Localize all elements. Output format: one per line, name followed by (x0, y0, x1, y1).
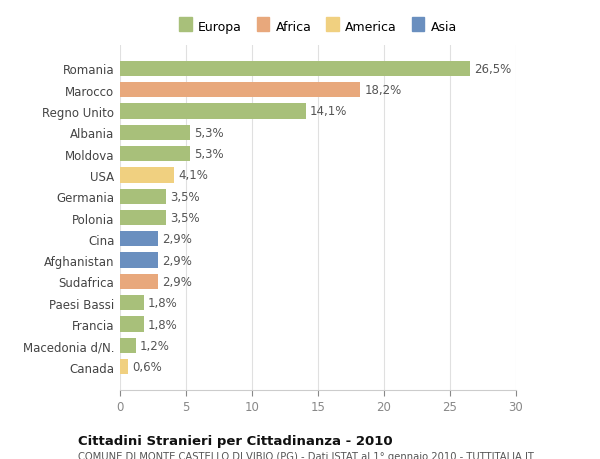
Legend: Europa, Africa, America, Asia: Europa, Africa, America, Asia (179, 21, 457, 34)
Bar (120, 83, 360, 98)
Text: Cittadini Stranieri per Cittadinanza - 2010: Cittadini Stranieri per Cittadinanza - 2… (78, 434, 392, 447)
Text: 18,2%: 18,2% (364, 84, 401, 97)
Text: 2,9%: 2,9% (162, 275, 192, 288)
Text: COMUNE DI MONTE CASTELLO DI VIBIO (PG) - Dati ISTAT al 1° gennaio 2010 - TUTTITA: COMUNE DI MONTE CASTELLO DI VIBIO (PG) -… (78, 451, 534, 459)
Bar (120, 125, 190, 140)
Text: 1,2%: 1,2% (140, 339, 170, 352)
Text: 3,5%: 3,5% (170, 212, 200, 224)
Bar (120, 146, 190, 162)
Text: 2,9%: 2,9% (162, 254, 192, 267)
Bar (120, 62, 470, 77)
Text: 1,8%: 1,8% (148, 297, 178, 309)
Text: 2,9%: 2,9% (162, 233, 192, 246)
Bar (120, 104, 306, 119)
Text: 1,8%: 1,8% (148, 318, 178, 331)
Bar (120, 296, 144, 311)
Text: 5,3%: 5,3% (194, 127, 224, 140)
Text: 14,1%: 14,1% (310, 105, 347, 118)
Text: 26,5%: 26,5% (474, 63, 511, 76)
Text: 0,6%: 0,6% (132, 360, 161, 373)
Bar (120, 338, 136, 353)
Bar (120, 359, 128, 375)
Bar (120, 232, 158, 247)
Text: 5,3%: 5,3% (194, 148, 224, 161)
Bar (120, 189, 166, 204)
Bar (120, 274, 158, 290)
Text: 3,5%: 3,5% (170, 190, 200, 203)
Bar (120, 317, 144, 332)
Text: 4,1%: 4,1% (178, 169, 208, 182)
Bar (120, 253, 158, 268)
Bar (120, 210, 166, 226)
Bar (120, 168, 174, 183)
